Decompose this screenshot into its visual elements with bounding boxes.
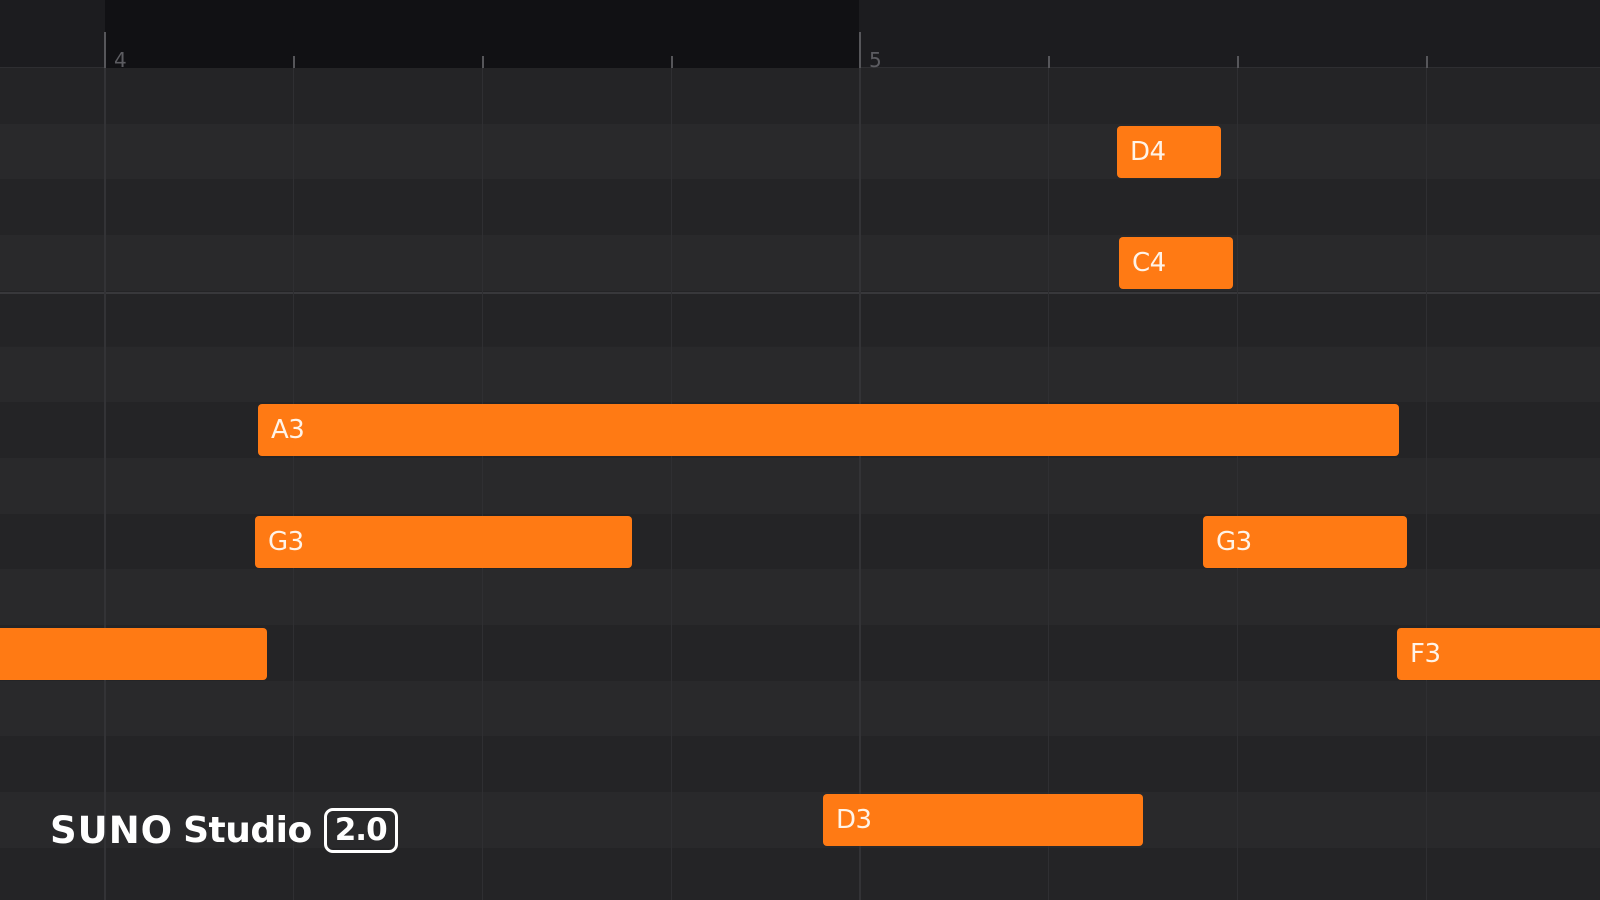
beat-tick bbox=[1237, 56, 1239, 68]
note-block-f3[interactable]: F3 bbox=[1397, 628, 1600, 680]
bar-number: 5 bbox=[869, 48, 882, 72]
pitch-row bbox=[0, 569, 1600, 625]
pitch-row bbox=[0, 235, 1600, 291]
pitch-row bbox=[0, 346, 1600, 403]
pitch-row bbox=[0, 290, 1600, 347]
note-block-c4[interactable]: C4 bbox=[1119, 237, 1233, 289]
note-block-g3[interactable]: G3 bbox=[255, 516, 632, 568]
pitch-row bbox=[0, 68, 1600, 124]
pitch-row bbox=[0, 680, 1600, 737]
beat-gridline bbox=[1237, 68, 1238, 900]
beat-gridline bbox=[482, 68, 483, 900]
pitch-row bbox=[0, 457, 1600, 514]
bar-number: 4 bbox=[114, 48, 127, 72]
bar-gridline bbox=[859, 68, 861, 900]
beat-gridline bbox=[671, 68, 672, 900]
pitch-row bbox=[0, 792, 1600, 848]
bar-tick bbox=[104, 32, 106, 68]
note-block-partial[interactable] bbox=[0, 628, 267, 680]
note-block-d3[interactable]: D3 bbox=[823, 794, 1143, 846]
brand-product: Studio bbox=[183, 809, 312, 851]
bar-tick bbox=[859, 32, 861, 68]
timeline-ruler[interactable]: 4 5 bbox=[0, 0, 1600, 72]
beat-gridline bbox=[293, 68, 294, 900]
pitch-row bbox=[0, 123, 1600, 180]
note-grid[interactable] bbox=[0, 68, 1600, 900]
octave-divider bbox=[0, 292, 1600, 294]
pitch-row bbox=[0, 736, 1600, 793]
beat-gridline bbox=[1426, 68, 1427, 900]
beat-tick bbox=[1426, 56, 1428, 68]
pitch-row bbox=[0, 847, 1600, 900]
note-block-d4[interactable]: D4 bbox=[1117, 126, 1221, 178]
note-block-g3[interactable]: G3 bbox=[1203, 516, 1407, 568]
note-block-a3[interactable]: A3 bbox=[258, 404, 1399, 456]
beat-gridline bbox=[1048, 68, 1049, 900]
suno-studio-logo: SUNO Studio 2.0 bbox=[50, 808, 398, 853]
brand-name: SUNO bbox=[50, 809, 174, 852]
bar-gridline bbox=[104, 68, 106, 900]
version-badge: 2.0 bbox=[323, 808, 398, 853]
beat-tick bbox=[482, 56, 484, 68]
pitch-row bbox=[0, 179, 1600, 236]
beat-tick bbox=[1048, 56, 1050, 68]
beat-tick bbox=[293, 56, 295, 68]
beat-tick bbox=[671, 56, 673, 68]
